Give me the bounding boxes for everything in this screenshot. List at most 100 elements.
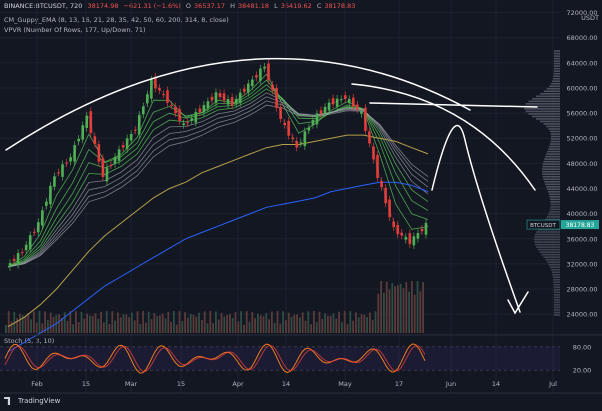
vpvr-bar [546,125,560,128]
time-tick-label: 15 [177,380,185,388]
volume-bar [125,314,128,333]
vpvr-bar [544,158,560,160]
volume-bar [47,319,49,333]
volume-bar [388,289,391,333]
h-value: 38481.18 [238,2,270,10]
candle-body [101,158,105,178]
vpvr-bar [553,301,560,304]
stoch-d-line [4,344,426,372]
candle-body [307,127,311,131]
candle-body [36,222,40,233]
vpvr-bar [553,311,560,314]
volume-bar [366,316,368,333]
vpvr-bar [524,108,560,110]
candle-body [49,185,52,205]
candle-body [105,167,109,182]
vpvr-bar [551,271,560,274]
volume-bar [287,312,290,333]
candle-body [166,90,169,103]
candle-body [360,111,363,114]
vpvr-bar [549,211,560,213]
time-tick-label: May [338,380,352,388]
candle-body [259,68,262,81]
vpvr-bar [533,238,560,241]
candle-body [295,140,299,148]
volume-bar [352,320,354,333]
candle-body [109,165,113,167]
vpvr-bar [553,55,560,57]
candle-body [380,180,383,188]
volume-bar [122,314,125,333]
volume-bar [385,281,388,333]
volume-bar [293,314,296,333]
time-tick-label: Jul [548,380,557,388]
drawing-projection [431,125,521,313]
volume-bar [139,323,142,333]
volume-bar [413,294,416,333]
volume-bar [419,291,422,333]
indicator-label-vpvr[interactable]: VPVR (Number Of Rows, 177, Up/Down, 71) [4,26,146,34]
candle-body [356,104,359,110]
header-line-1: BINANCE:BTCUSDT, 720 38174.98 −621.31 (−… [4,2,358,10]
volume-bar [105,311,108,333]
vpvr-bar [548,148,560,150]
price-tick-label: 40000.00 [566,210,597,218]
volume-bar [61,317,63,333]
volume-bar [209,311,212,333]
volume-bar [399,283,402,333]
candle-body [396,224,400,235]
vpvr-bar [552,273,560,276]
indicator-label-guppy[interactable]: CM_Guppy_EMA (8, 13, 16, 21, 28, 35, 42,… [4,16,229,24]
vpvr-bar [553,65,560,67]
volume-bar [41,323,44,333]
vpvr-bar [543,178,560,181]
candle-body [150,79,153,99]
volume-bar [237,321,240,333]
symbol-label[interactable]: BINANCE:BTCUSDT, 720 [4,2,83,10]
candle-body [65,162,68,164]
vpvr-bar [551,135,560,138]
vpvr-bar [547,191,560,193]
vpvr-bar [553,286,560,289]
vpvr-bar [550,268,560,271]
volume-bar [111,311,114,333]
vpvr-bar [536,95,560,98]
drawings [5,57,538,315]
candle-body [416,233,420,239]
volume-bar [108,324,111,333]
volume-bar [156,316,158,333]
volume-bar [338,311,340,333]
vpvr-bar [553,281,560,284]
stoch-label[interactable]: Stoch (5, 3, 10) [4,337,55,345]
candle-body [424,222,428,235]
volume-bar [128,317,130,333]
volume-bar [371,320,374,333]
volume-bar [259,315,262,333]
volume-bar [357,317,360,333]
candle-body [137,114,141,135]
c-value: 38178.83 [324,2,356,10]
volume-bar [254,318,256,333]
volume-bar [91,315,94,333]
candle-body [392,221,395,228]
volume-bar [411,281,413,333]
volume-bar [248,321,251,333]
vpvr-bar [553,60,560,62]
volume-bar [391,283,394,333]
vpvr-bar [542,168,560,170]
volume-bar [192,314,195,333]
stoch-tick-label: 80.00 [573,343,592,351]
candle-body [299,142,303,144]
vpvr-bar [542,175,560,178]
price-tick-label: 28000.00 [566,286,597,294]
vpvr-bar [543,90,560,93]
candle-body [234,98,238,104]
price-tick-label: 24000.00 [566,311,597,319]
volume-bar [377,293,380,333]
candle-body [129,134,133,141]
candle-body [331,98,335,105]
volume-bar [5,325,7,333]
vpvr-bar [528,113,560,115]
